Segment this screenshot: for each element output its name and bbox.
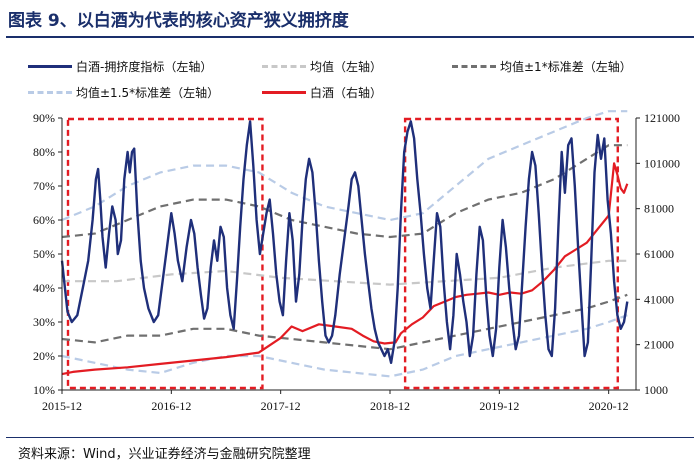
legend-label-baijiu: 白酒（右轴）	[310, 86, 383, 100]
y-left-tick-label: 10%	[33, 383, 55, 397]
title-rule	[6, 36, 694, 38]
x-tick-label: 2017-12	[261, 399, 301, 413]
x-tick-label: 2020-12	[589, 399, 629, 413]
legend: 白酒-拥挤度指标（左轴） 均值（左轴） 均值±1*标准差（左轴） 均值±1.5*…	[0, 56, 700, 106]
series-crowding	[60, 120, 629, 364]
legend-label-crowding: 白酒-拥挤度指标（左轴）	[76, 60, 213, 74]
y-left-tick-label: 20%	[33, 349, 55, 363]
legend-label-band15: 均值±1.5*标准差（左轴）	[76, 86, 220, 100]
series-band1-upper	[61, 144, 628, 239]
legend-swatch-mean	[262, 65, 306, 68]
axes-layer: 10% 20% 30% 40% 50% 60% 70% 80% 90% 1000 21000 4100…	[33, 111, 680, 413]
legend-swatch-band15	[28, 91, 72, 94]
legend-item-crowding: 白酒-拥挤度指标（左轴）	[28, 58, 212, 75]
y-left-tick-label: 30%	[33, 315, 55, 329]
y-right-tick-label: 41000	[644, 292, 674, 306]
y-right-tick-label: 81000	[644, 202, 674, 216]
y-left-tick-label: 70%	[33, 179, 55, 193]
series-mean	[62, 259, 628, 286]
x-tick-label: 2018-12	[370, 399, 410, 413]
y-right-tick-label: 21000	[644, 338, 674, 352]
legend-item-baijiu: 白酒（右轴）	[262, 84, 382, 101]
y-left-tick-label: 50%	[33, 247, 55, 261]
legend-item-band1: 均值±1*标准差（左轴）	[452, 58, 632, 75]
legend-label-band1: 均值±1*标准差（左轴）	[500, 60, 632, 74]
source-rule	[6, 437, 694, 438]
legend-label-mean: 均值（左轴）	[310, 60, 383, 74]
legend-item-band15: 均值±1.5*标准差（左轴）	[28, 84, 219, 101]
y-right-tick-label: 101000	[644, 156, 680, 170]
legend-item-mean: 均值（左轴）	[262, 58, 382, 75]
y-right-tick-label: 1000	[644, 383, 668, 397]
x-tick-label: 2019-12	[479, 399, 519, 413]
series-band15-upper	[61, 110, 628, 222]
chart-title: 图表 9、以白酒为代表的核心资产狭义拥挤度	[8, 11, 349, 31]
legend-swatch-crowding	[28, 65, 72, 68]
x-tick-label: 2016-12	[151, 399, 191, 413]
series-baijiu	[61, 162, 629, 376]
y-left-tick-label: 90%	[33, 111, 55, 125]
x-tick-label: 2015-12	[42, 399, 82, 413]
legend-swatch-baijiu	[262, 91, 306, 94]
series-band15-lower	[61, 314, 628, 378]
y-right-tick-label: 121000	[644, 111, 680, 125]
legend-swatch-band1	[452, 65, 496, 68]
y-left-tick-label: 80%	[33, 145, 55, 159]
y-left-tick-label: 60%	[33, 213, 55, 227]
y-right-tick-label: 61000	[644, 247, 674, 261]
y-left-tick-label: 40%	[33, 281, 55, 295]
highlight-layer	[66, 117, 619, 390]
series-layer	[60, 120, 629, 376]
highlight-box-1	[66, 117, 264, 390]
source-note: 资料来源：Wind，兴业证券经济与金融研究院整理	[18, 447, 311, 462]
